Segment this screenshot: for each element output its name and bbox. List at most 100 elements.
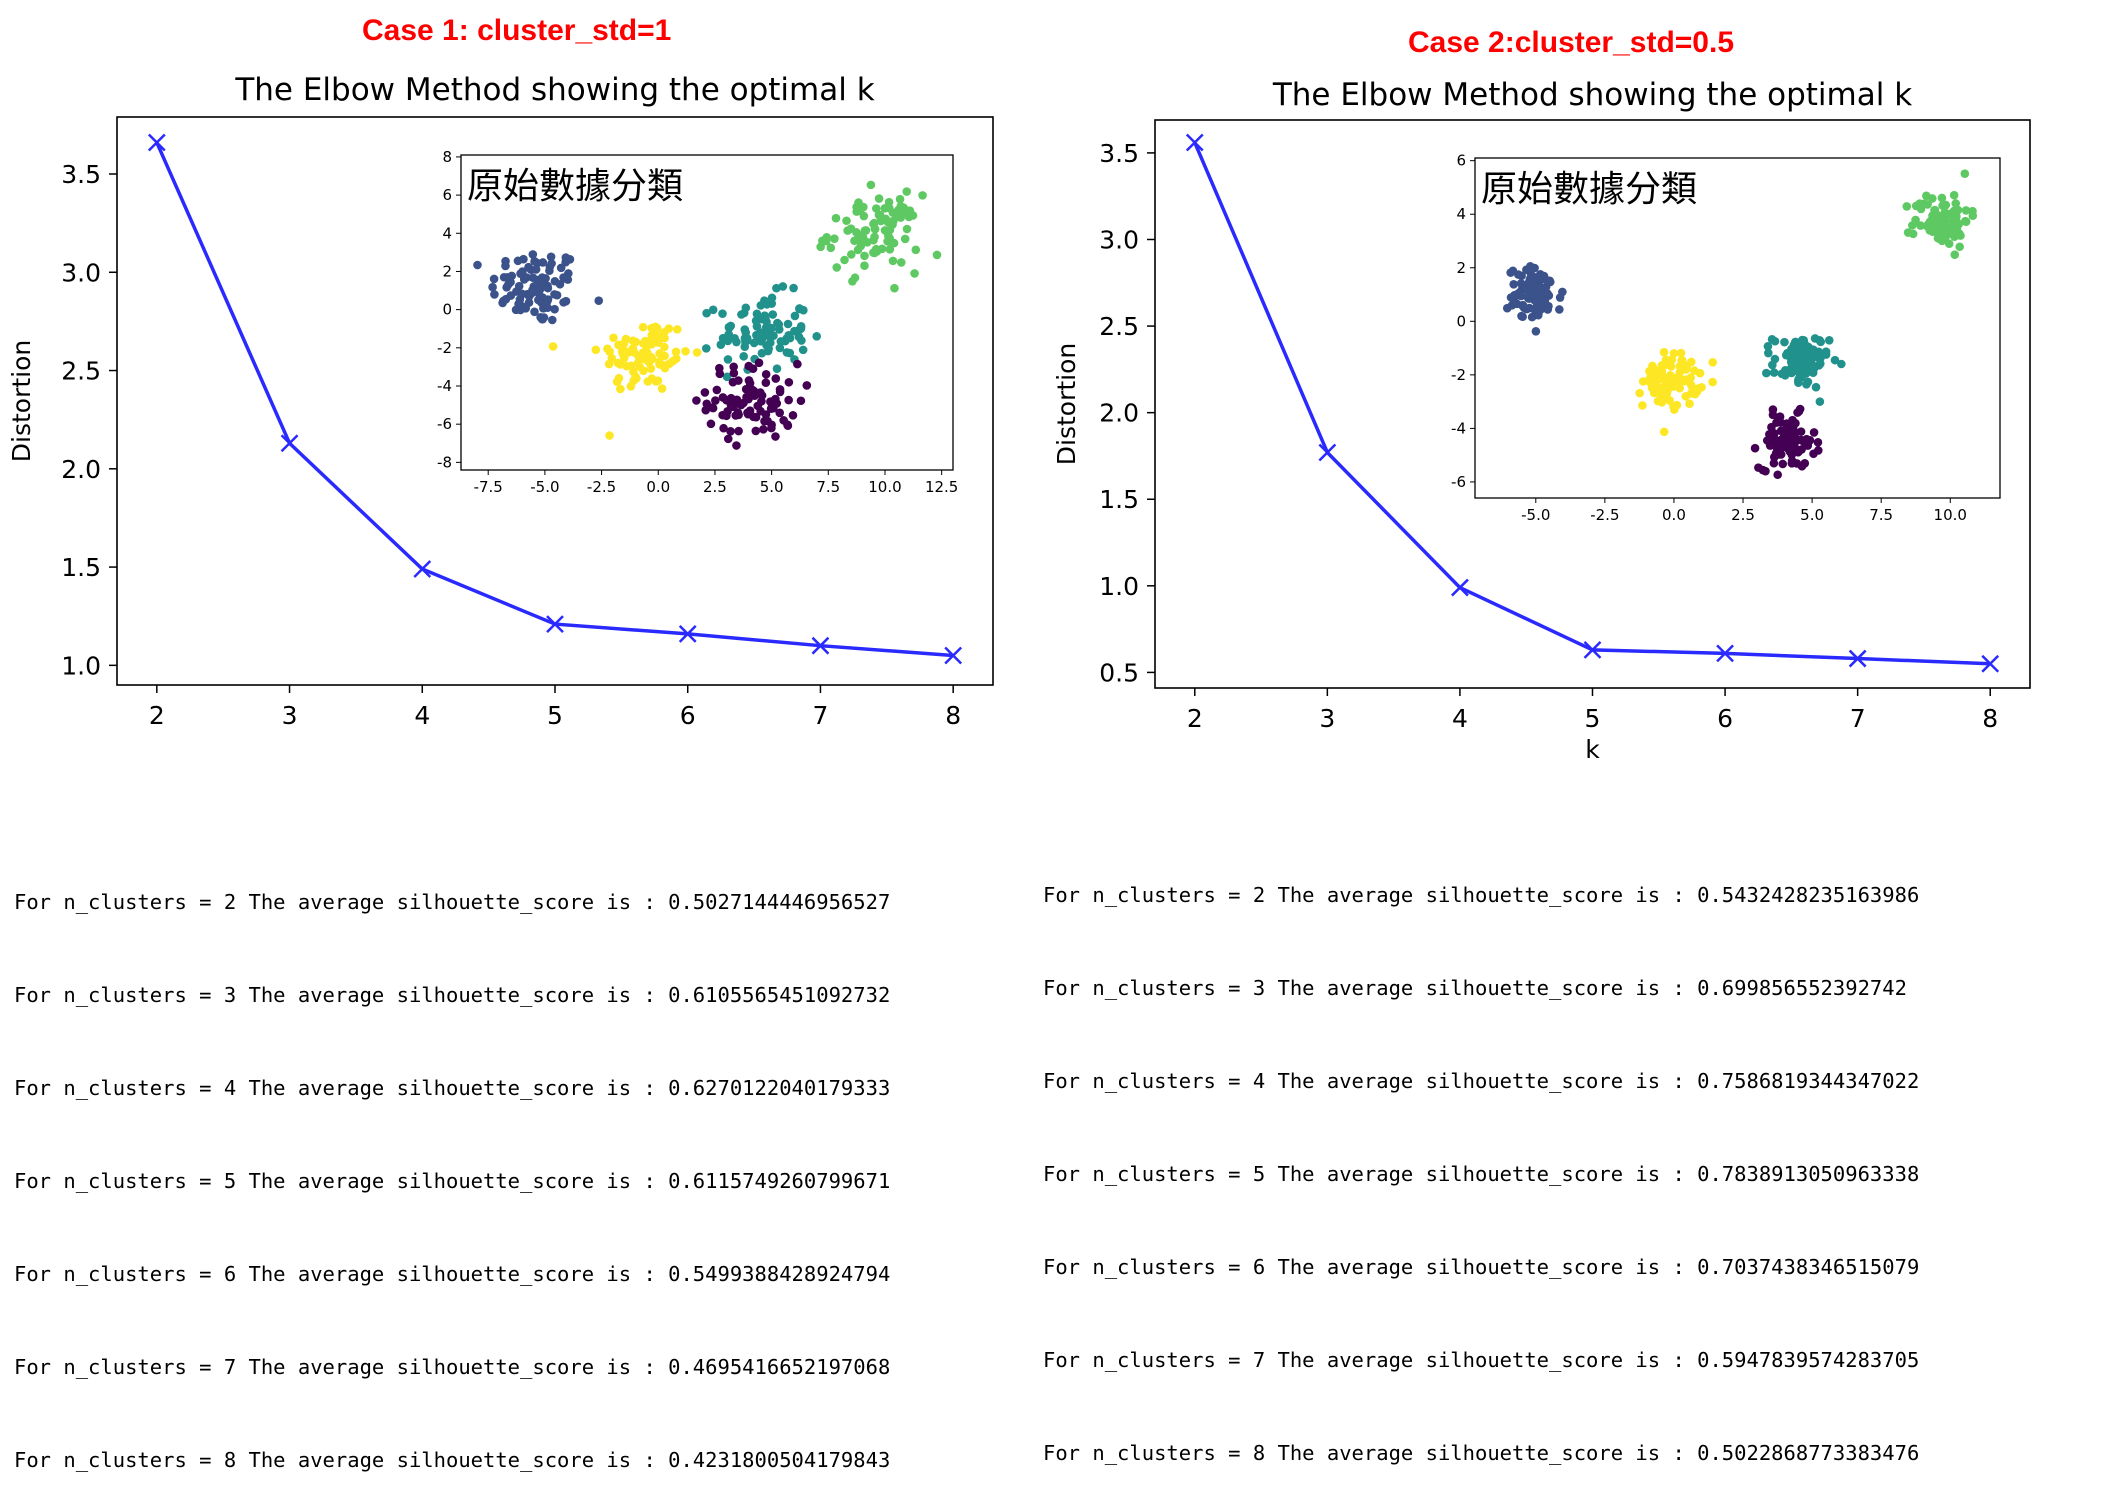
- scatter-point-green: [1922, 191, 1931, 201]
- scatter-point-purple: [744, 394, 753, 404]
- scatter-point-green: [1950, 250, 1960, 260]
- scatter-point-purple: [760, 416, 769, 426]
- scatter-point-yellow: [628, 344, 638, 353]
- scatter-point-blue: [514, 299, 523, 309]
- scatter-point-green: [831, 213, 841, 223]
- scatter-point-purple: [1776, 450, 1786, 459]
- scatter-point-teal: [1780, 337, 1789, 347]
- scatter-point-yellow: [1638, 377, 1648, 386]
- y-tick-label: 2.0: [1099, 399, 1139, 428]
- scatter-point-purple: [1796, 427, 1806, 436]
- case1-title: Case 1: cluster_std=1: [362, 14, 672, 47]
- inset-label: 原始數據分類: [467, 166, 683, 207]
- scatter-point-blue: [1526, 280, 1535, 289]
- x-tick-label: 2: [1187, 704, 1203, 733]
- scatter-point-green: [1955, 242, 1964, 252]
- scatter-point-yellow: [616, 384, 625, 394]
- scatter-point-green: [832, 263, 842, 272]
- scatter-point-yellow: [1653, 396, 1663, 406]
- scatter-point-blue: [550, 304, 559, 314]
- scatter-point-purple: [715, 369, 725, 379]
- scatter-point-purple: [768, 396, 778, 406]
- inset-y-tick-label: -4: [437, 377, 452, 395]
- scatter-point-teal: [1791, 337, 1800, 347]
- scatter-point-teal: [1805, 344, 1815, 354]
- silhouette-output-case1: For n_clusters = 2 The average silhouett…: [14, 825, 890, 1507]
- scatter-point-green: [870, 224, 880, 234]
- inset-x-tick-label: 12.5: [925, 478, 958, 496]
- scatter-point-purple: [712, 385, 722, 395]
- inset-y-tick-label: -2: [1451, 366, 1466, 384]
- scatter-point-yellow: [643, 377, 653, 386]
- scatter-point-purple: [784, 377, 794, 387]
- scatter-point-blue: [534, 289, 544, 298]
- scatter-point-purple: [706, 419, 716, 429]
- inset-y-tick-label: 6: [442, 186, 452, 204]
- scatter-point-yellow: [1665, 396, 1674, 405]
- scatter-point-blue: [1558, 287, 1567, 297]
- scatter-point-purple: [1765, 441, 1775, 450]
- scatter-point-blue: [527, 288, 536, 298]
- scatter-point-yellow: [591, 345, 601, 355]
- scatter-point-teal: [760, 311, 770, 321]
- scatter-point-purple: [747, 385, 757, 395]
- scatter-point-purple: [751, 426, 761, 436]
- scatter-point-blue: [1516, 279, 1526, 288]
- y-tick-label: 3.0: [1099, 225, 1139, 254]
- scatter-point-purple: [708, 403, 717, 412]
- scatter-point-green: [871, 204, 881, 213]
- scatter-point-green: [843, 226, 852, 235]
- scatter-point-teal: [1811, 382, 1821, 392]
- scatter-point-yellow: [672, 354, 681, 363]
- scatter-point-purple: [771, 432, 780, 441]
- scatter-point-purple: [756, 406, 765, 416]
- inset-y-tick-label: -4: [1451, 419, 1466, 437]
- scatter-point-blue: [550, 290, 559, 299]
- inset-label: 原始數據分類: [1481, 169, 1697, 210]
- scatter-point-teal: [1769, 368, 1779, 377]
- scatter-point-teal: [726, 321, 736, 331]
- inset-x-tick-label: 0.0: [646, 478, 670, 496]
- scatter-point-blue: [556, 263, 566, 273]
- scatter-point-teal: [773, 318, 782, 328]
- y-tick-label: 3.5: [61, 160, 101, 189]
- scatter-point-blue: [1555, 305, 1564, 314]
- scatter-point-blue: [531, 265, 541, 274]
- scatter-point-blue: [1531, 327, 1541, 336]
- silhouette-line: For n_clusters = 7 The average silhouett…: [1043, 1348, 1920, 1372]
- scatter-point-yellow: [1659, 427, 1669, 437]
- scatter-point-purple: [761, 370, 771, 379]
- scatter-point-yellow: [621, 334, 631, 344]
- case2-title: Case 2:cluster_std=0.5: [1408, 26, 1735, 59]
- scatter-point-teal: [1762, 368, 1771, 378]
- inset-frame: [1474, 157, 2001, 499]
- scatter-point-teal: [789, 283, 798, 293]
- scatter-point-yellow: [1708, 377, 1717, 387]
- inset-y-tick-label: 0: [1456, 312, 1466, 330]
- elbow-point-marker: [1848, 649, 1867, 668]
- scatter-point-green: [853, 206, 863, 215]
- scatter-point-teal: [1801, 369, 1811, 378]
- scatter-point-yellow: [660, 351, 669, 361]
- scatter-point-purple: [1787, 436, 1796, 446]
- chart-title: The Elbow Method showing the optimal k: [1272, 77, 1912, 113]
- x-tick-label: 5: [547, 701, 563, 730]
- x-tick-label: 7: [813, 701, 829, 730]
- scatter-point-green: [902, 224, 912, 234]
- scatter-point-purple: [1787, 456, 1797, 466]
- scatter-point-green: [1925, 226, 1935, 235]
- scatter-point-teal: [1788, 356, 1798, 366]
- scatter-point-blue: [555, 279, 565, 289]
- scatter-point-purple: [1770, 429, 1779, 438]
- silhouette-line: For n_clusters = 8 The average silhouett…: [1043, 1441, 1920, 1465]
- scatter-point-purple: [1761, 466, 1770, 476]
- inset-y-tick-label: 4: [442, 224, 452, 242]
- y-tick-label: 1.5: [61, 553, 101, 582]
- scatter-point-teal: [1797, 335, 1807, 345]
- scatter-point-teal: [1837, 359, 1846, 369]
- x-tick-label: 2: [149, 701, 165, 730]
- y-tick-label: 2.5: [1099, 312, 1139, 341]
- scatter-point-teal: [737, 310, 746, 319]
- y-tick-label: 0.5: [1099, 658, 1139, 687]
- elbow-point-marker: [1451, 578, 1469, 597]
